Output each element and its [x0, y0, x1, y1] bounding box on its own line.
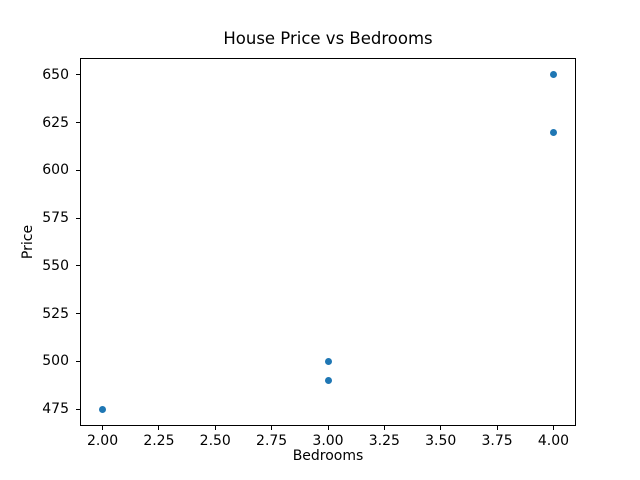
y-tick-mark	[76, 360, 80, 362]
data-point	[324, 377, 332, 385]
data-point	[549, 71, 557, 79]
x-tick-label: 4.00	[537, 433, 570, 449]
y-tick-mark	[76, 217, 80, 219]
y-tick-mark	[76, 408, 80, 410]
chart-title: House Price vs Bedrooms	[223, 29, 433, 48]
y-tick-label: 650	[42, 66, 69, 83]
data-point	[324, 357, 332, 365]
y-tick-mark	[76, 74, 80, 76]
plot-area	[80, 58, 576, 426]
y-tick-label: 625	[42, 114, 69, 131]
y-tick-mark	[76, 313, 80, 315]
x-tick-mark	[552, 426, 554, 430]
x-tick-label: 3.00	[312, 433, 344, 449]
x-tick-mark	[496, 426, 498, 430]
y-tick-label: 600	[42, 162, 69, 179]
data-point	[549, 128, 557, 136]
y-tick-label: 500	[42, 353, 69, 370]
y-tick-label: 475	[42, 401, 69, 418]
x-tick-label: 3.50	[425, 433, 457, 449]
y-tick-mark	[76, 122, 80, 124]
x-tick-label: 3.75	[481, 433, 513, 449]
y-tick-mark	[76, 265, 80, 267]
x-tick-label: 2.25	[143, 433, 175, 449]
x-tick-mark	[214, 426, 216, 430]
y-axis-label: Price	[20, 224, 36, 260]
x-tick-label: 2.00	[86, 433, 119, 449]
x-tick-mark	[327, 426, 329, 430]
x-tick-mark	[102, 426, 104, 430]
x-tick-label: 2.75	[256, 433, 288, 449]
y-tick-label: 575	[42, 210, 69, 227]
x-tick-mark	[158, 426, 160, 430]
x-tick-mark	[440, 426, 442, 430]
y-tick-label: 525	[42, 305, 69, 322]
x-axis-label: Bedrooms	[292, 448, 364, 464]
y-tick-mark	[76, 169, 80, 171]
x-tick-label: 3.25	[368, 433, 400, 449]
data-point	[99, 405, 107, 413]
y-tick-label: 550	[42, 257, 69, 274]
x-tick-mark	[271, 426, 273, 430]
x-tick-label: 2.50	[199, 433, 231, 449]
x-tick-mark	[383, 426, 385, 430]
